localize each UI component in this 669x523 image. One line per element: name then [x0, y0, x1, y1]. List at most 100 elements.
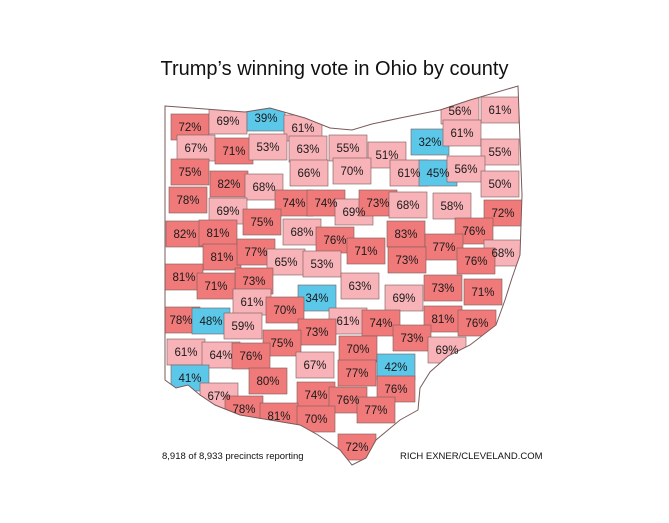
county-vote-label: 77%: [364, 405, 387, 417]
county-vote-label: 41%: [178, 373, 201, 385]
county-region: [456, 247, 496, 275]
county-vote-label: 61%: [240, 297, 263, 309]
county-region: [387, 246, 427, 274]
county-vote-label: 82%: [217, 179, 240, 191]
county-vote-label: 78%: [232, 404, 255, 416]
county-region: [442, 119, 482, 147]
county-vote-label: 68%: [290, 227, 313, 239]
county-vote-label: 64%: [209, 350, 232, 362]
county-vote-label: 69%: [435, 345, 458, 357]
county-vote-label: 81%: [267, 411, 290, 423]
county-vote-label: 53%: [310, 259, 333, 271]
credit-line: RICH EXNER/CLEVELAND.COM: [400, 451, 543, 462]
county-region: [410, 128, 450, 156]
county-region: [214, 137, 254, 165]
county-vote-label: 72%: [491, 208, 514, 220]
county-vote-label: 53%: [256, 142, 279, 154]
county-region: [340, 272, 380, 300]
county-region: [302, 250, 342, 278]
county-vote-label: 73%: [431, 283, 454, 295]
county-vote-label: 75%: [270, 338, 293, 350]
county-region: [208, 107, 248, 135]
county-region: [282, 218, 322, 246]
county-vote-label: 76%: [465, 318, 488, 330]
county-region: [198, 219, 238, 247]
county-vote-label: 81%: [172, 272, 195, 284]
county-vote-label: 73%: [242, 276, 265, 288]
county-vote-label: 70%: [346, 344, 369, 356]
county-vote-label: 73%: [305, 327, 328, 339]
county-region: [289, 159, 329, 187]
county-vote-label: 68%: [491, 248, 514, 260]
county-vote-label: 45%: [426, 168, 449, 180]
county-vote-label: 55%: [488, 147, 511, 159]
county-region: [337, 359, 377, 387]
county-vote-label: 77%: [345, 368, 368, 380]
county-vote-label: 81%: [431, 314, 454, 326]
county-region: [166, 338, 206, 366]
county-vote-label: 69%: [216, 206, 239, 218]
county-region: [346, 237, 386, 265]
county-region: [168, 186, 208, 214]
county-vote-label: 59%: [231, 321, 254, 333]
county-region: [242, 208, 282, 236]
county-vote-label: 71%: [354, 246, 377, 258]
county-vote-label: 75%: [250, 217, 273, 229]
county-region: [332, 157, 372, 185]
county-vote-label: 73%: [400, 333, 423, 345]
county-vote-label: 32%: [418, 137, 441, 149]
county-vote-label: 74%: [282, 198, 305, 210]
county-vote-label: 42%: [384, 362, 407, 374]
county-vote-label: 69%: [392, 293, 415, 305]
county-vote-label: 74%: [369, 318, 392, 330]
county-region: [356, 396, 396, 424]
county-region: [297, 318, 337, 346]
county-vote-label: 83%: [394, 229, 417, 241]
county-vote-label: 58%: [440, 201, 463, 213]
county-region: [388, 191, 428, 219]
county-vote-label: 80%: [256, 376, 279, 388]
county-vote-label: 65%: [274, 257, 297, 269]
county-vote-label: 76%: [239, 351, 262, 363]
county-region: [232, 288, 272, 316]
county-vote-label: 74%: [304, 390, 327, 402]
county-vote-label: 71%: [222, 146, 245, 158]
county-region: [265, 296, 305, 324]
county-vote-label: 55%: [336, 143, 359, 155]
county-region: [480, 170, 520, 198]
county-vote-label: 81%: [206, 228, 229, 240]
county-vote-label: 75%: [178, 167, 201, 179]
county-region: [248, 133, 288, 161]
county-region: [244, 173, 284, 201]
county-vote-label: 70%: [273, 305, 296, 317]
county-vote-label: 61%: [336, 316, 359, 328]
county-vote-label: 61%: [291, 123, 314, 135]
county-vote-label: 61%: [397, 168, 420, 180]
county-vote-label: 63%: [348, 281, 371, 293]
county-vote-label: 78%: [176, 195, 199, 207]
county-vote-label: 66%: [297, 168, 320, 180]
county-vote-label: 76%: [336, 395, 359, 407]
county-vote-label: 77%: [244, 247, 267, 259]
county-region: [196, 272, 236, 300]
county-region: [297, 284, 337, 312]
county-region: [423, 274, 463, 302]
county-vote-label: 82%: [173, 229, 196, 241]
county-vote-label: 68%: [252, 182, 275, 194]
county-region: [170, 158, 210, 186]
county-vote-label: 61%: [174, 347, 197, 359]
county-vote-label: 73%: [366, 198, 389, 210]
county-vote-label: 63%: [296, 144, 319, 156]
county-vote-label: 76%: [323, 235, 346, 247]
county-vote-label: 69%: [216, 116, 239, 128]
county-region: [176, 134, 216, 162]
county-vote-label: 39%: [254, 113, 277, 125]
county-vote-label: 71%: [471, 287, 494, 299]
county-region: [376, 353, 416, 381]
county-region: [480, 96, 520, 124]
county-vote-label: 76%: [464, 256, 487, 268]
county-region: [191, 307, 231, 335]
county-vote-label: 69%: [342, 207, 365, 219]
county-region: [295, 351, 335, 379]
county-vote-label: 56%: [448, 106, 471, 118]
